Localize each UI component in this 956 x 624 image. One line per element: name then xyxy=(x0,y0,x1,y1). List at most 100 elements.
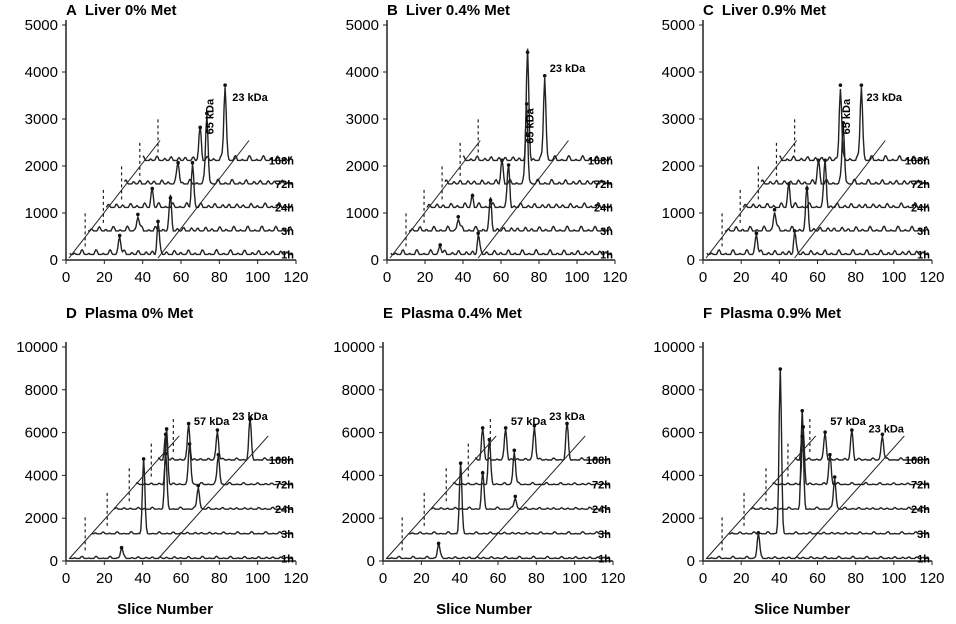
trace-label-1h: 1h xyxy=(917,553,930,565)
y-tick-label: 2000 xyxy=(25,158,58,175)
trace-label-24h: 24h xyxy=(594,202,613,214)
panel-title-text: Plasma 0% Met xyxy=(85,305,193,322)
trace-baseline-guide xyxy=(68,435,180,560)
trace-baseline-guide xyxy=(705,435,817,560)
y-tick-label: 2000 xyxy=(662,158,695,175)
x-tick-label: 20 xyxy=(417,269,434,286)
trace-label-3h: 3h xyxy=(281,529,294,541)
trace-label-24h: 24h xyxy=(592,504,611,516)
peak-marker xyxy=(248,417,252,422)
trace-line-24h xyxy=(113,451,293,510)
peak-marker xyxy=(176,160,180,165)
trace-line-72h xyxy=(452,438,610,486)
panel-a: A Liver 0% Met 0 20 40 60 80 100 120 0 1000 2000 300… xyxy=(25,2,309,286)
y-tick-label: 6000 xyxy=(342,425,375,442)
panel-letter: B xyxy=(387,2,398,19)
x-tick-label: 120 xyxy=(919,570,944,587)
trace-label-24h: 24h xyxy=(275,202,294,214)
peak-marker xyxy=(190,160,195,165)
trace-label-24h: 24h xyxy=(911,504,930,516)
trace-label-168h: 168h xyxy=(905,455,930,467)
x-tick-label: 0 xyxy=(699,570,707,587)
x-tick-label: 60 xyxy=(490,570,507,587)
peak-label-65-kda: 65 kDa xyxy=(841,98,853,134)
trace-label-1h: 1h xyxy=(600,249,613,261)
peak-marker xyxy=(838,83,843,87)
panel-d: D Plasma 0% Met 0 20 40 60 80 100 120 0 2000 4000 60… xyxy=(16,305,308,587)
peak-marker xyxy=(525,50,530,55)
peak-marker xyxy=(542,73,547,78)
peak-label-23-kda: 23 kDa xyxy=(867,92,903,104)
trace-baseline-guide xyxy=(68,140,161,259)
trace-label-72h: 72h xyxy=(594,179,613,191)
peak-marker xyxy=(754,231,759,236)
trace-label-168h: 168h xyxy=(905,155,930,167)
x-tick-label: 120 xyxy=(283,269,308,286)
y-tick-label: 10000 xyxy=(333,339,375,356)
trace-label-24h: 24h xyxy=(275,504,294,516)
y-tick-label: 1000 xyxy=(662,205,695,222)
trace-line-1h xyxy=(69,546,293,560)
x-tick-label: 100 xyxy=(245,269,270,286)
trace-line-72h xyxy=(772,426,929,486)
x-tick-label: 20 xyxy=(413,570,430,587)
y-tick-label: 3000 xyxy=(662,111,695,128)
peak-marker xyxy=(513,494,518,499)
trace-label-72h: 72h xyxy=(592,480,611,492)
peak-marker xyxy=(436,541,441,546)
trace-line-3h xyxy=(91,458,293,535)
peak-marker xyxy=(801,425,805,429)
peak-marker xyxy=(800,434,805,439)
peak-marker xyxy=(150,186,155,191)
trace-label-1h: 1h xyxy=(917,249,930,261)
trace-line-72h xyxy=(135,428,293,486)
x-tick-label: 0 xyxy=(62,570,70,587)
panel-c: C Liver 0.9% Met 0 20 40 60 80 100 120 0 1000 2000 3… xyxy=(662,2,945,286)
peak-marker xyxy=(800,408,805,413)
peak-marker xyxy=(772,207,777,212)
peak-marker xyxy=(164,427,169,431)
peak-label-23-kda: 23 kDa xyxy=(232,92,268,104)
y-tick-label: 4000 xyxy=(25,64,58,81)
trace-label-1h: 1h xyxy=(281,249,294,261)
trace-line-24h xyxy=(105,163,293,209)
trace-line-72h xyxy=(123,114,293,185)
y-tick-label: 6000 xyxy=(662,425,695,442)
peak-marker xyxy=(215,428,220,432)
trace-line-1h xyxy=(706,532,929,560)
y-tick-label: 0 xyxy=(687,553,695,570)
trace-line-168h xyxy=(794,429,929,461)
panel-letter: C xyxy=(703,2,714,19)
trace-line-24h xyxy=(430,470,610,510)
trace-label-168h: 168h xyxy=(269,455,294,467)
trace-label-72h: 72h xyxy=(911,480,930,492)
trace-line-3h xyxy=(408,197,612,232)
trace-line-1h xyxy=(69,222,293,256)
x-tick-label: 80 xyxy=(528,570,545,587)
peak-marker xyxy=(778,367,783,371)
peak-marker xyxy=(163,432,168,437)
trace-baseline-guide xyxy=(705,140,798,259)
panel-title: A Liver 0% Met xyxy=(66,2,177,19)
x-tick-label: 40 xyxy=(451,570,468,587)
x-tick-label: 40 xyxy=(455,269,472,286)
y-tick-label: 1000 xyxy=(346,205,379,222)
panel-title: F Plasma 0.9% Met xyxy=(703,305,841,322)
panel-e: E Plasma 0.4% Met 0 20 40 60 80 100 120 0 2000 4000… xyxy=(333,305,625,587)
x-tick-label: 20 xyxy=(733,269,750,286)
y-tick-label: 3000 xyxy=(25,111,58,128)
y-tick-label: 1000 xyxy=(25,205,58,222)
y-tick-label: 0 xyxy=(367,553,375,570)
x-axis-title-middle: Slice Number xyxy=(436,601,532,618)
x-tick-label: 40 xyxy=(134,269,151,286)
peak-marker xyxy=(480,471,485,475)
peak-label-57-kda: 57 kDa xyxy=(511,416,547,428)
trace-line-3h xyxy=(408,462,610,535)
y-tick-label: 6000 xyxy=(25,425,58,442)
trace-peak-guide xyxy=(157,435,269,560)
peak-label-57-kda: 57 kDa xyxy=(830,416,866,428)
peak-label-23-kda: 23 kDa xyxy=(549,411,585,423)
x-tick-label: 80 xyxy=(847,570,864,587)
panel-title-text: Liver 0.9% Met xyxy=(722,2,826,19)
peak-marker xyxy=(438,243,443,247)
